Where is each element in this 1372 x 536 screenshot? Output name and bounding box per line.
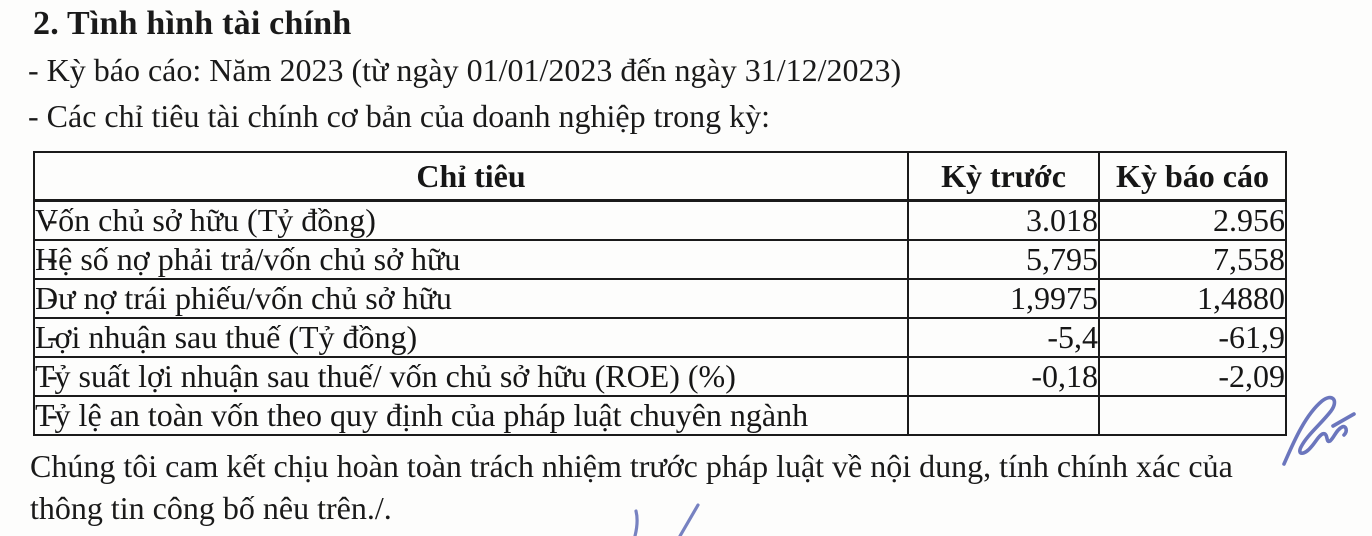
indicators-intro-line: - Các chỉ tiêu tài chính cơ bản của doan… — [28, 98, 771, 134]
value-reporting-period — [1098, 395, 1287, 436]
row-label-cell: - Hệ số nợ phải trả/vốn chủ sở hữu — [33, 239, 909, 280]
row-label: Tỷ suất lợi nhuận sau thuế/ vốn chủ sở h… — [35, 358, 736, 394]
row-dash: - — [47, 240, 58, 276]
table-row: - Tỷ suất lợi nhuận sau thuế/ vốn chủ sở… — [33, 356, 1287, 397]
value-previous-period: -0,18 — [907, 356, 1100, 397]
table-row: - Hệ số nợ phải trả/vốn chủ sở hữu 5,795… — [33, 239, 1287, 280]
row-label-cell: - Tỷ lệ an toàn vốn theo quy định của ph… — [33, 395, 909, 436]
row-dash: - — [47, 396, 58, 432]
signature-ink — [1282, 395, 1356, 466]
table-row: - Tỷ lệ an toàn vốn theo quy định của ph… — [33, 395, 1287, 436]
row-label-cell: - Vốn chủ sở hữu (Tỷ đồng) — [33, 199, 909, 241]
value-previous-period — [907, 395, 1100, 436]
row-dash: - — [47, 200, 58, 237]
row-label-cell: - Tỷ suất lợi nhuận sau thuế/ vốn chủ sở… — [33, 356, 909, 397]
value-previous-period: 1,9975 — [907, 278, 1100, 319]
row-dash: - — [47, 318, 58, 354]
table-row: - Lợi nhuận sau thuế (Tỷ đồng) -5,4 -61,… — [33, 317, 1287, 358]
financial-indicators-table: Chỉ tiêu Kỳ trước Kỳ báo cáo - Vốn chủ s… — [33, 151, 1287, 436]
row-label: Lợi nhuận sau thuế (Tỷ đồng) — [35, 319, 418, 355]
value-reporting-period: 2.956 — [1098, 199, 1287, 241]
value-previous-period: -5,4 — [907, 317, 1100, 358]
value-reporting-period: -2,09 — [1098, 356, 1287, 397]
section-title: 2. Tình hình tài chính — [33, 5, 352, 42]
row-dash: - — [47, 357, 58, 393]
value-reporting-period: 1,4880 — [1098, 278, 1287, 319]
commitment-line-2: thông tin công bố nêu trên./. — [30, 490, 392, 526]
row-label: Tỷ lệ an toàn vốn theo quy định của pháp… — [35, 397, 809, 433]
value-reporting-period: 7,558 — [1098, 239, 1287, 280]
commitment-line-1: Chúng tôi cam kết chịu hoàn toàn trách n… — [30, 448, 1233, 484]
value-previous-period: 5,795 — [907, 239, 1100, 280]
column-header-previous-period: Kỳ trước — [907, 151, 1100, 202]
table-row: - Vốn chủ sở hữu (Tỷ đồng) 3.018 2.956 — [33, 199, 1287, 241]
row-label-cell: - Lợi nhuận sau thuế (Tỷ đồng) — [33, 317, 909, 358]
row-label-cell: - Dư nợ trái phiếu/vốn chủ sở hữu — [33, 278, 909, 319]
value-previous-period: 3.018 — [907, 199, 1100, 241]
value-reporting-period: -61,9 — [1098, 317, 1287, 358]
report-period-line: - Kỳ báo cáo: Năm 2023 (từ ngày 01/01/20… — [28, 52, 902, 88]
row-dash: - — [47, 279, 58, 315]
row-label: Dư nợ trái phiếu/vốn chủ sở hữu — [35, 280, 452, 316]
row-label: Vốn chủ sở hữu (Tỷ đồng) — [35, 202, 376, 238]
row-label: Hệ số nợ phải trả/vốn chủ sở hữu — [35, 241, 461, 277]
table-row: - Dư nợ trái phiếu/vốn chủ sở hữu 1,9975… — [33, 278, 1287, 319]
column-header-reporting-period: Kỳ báo cáo — [1098, 151, 1287, 202]
commitment-paragraph: Chúng tôi cam kết chịu hoàn toàn trách n… — [30, 445, 1233, 529]
column-header-indicator: Chỉ tiêu — [33, 151, 909, 202]
table-header-row: Chỉ tiêu Kỳ trước Kỳ báo cáo — [33, 151, 1287, 202]
